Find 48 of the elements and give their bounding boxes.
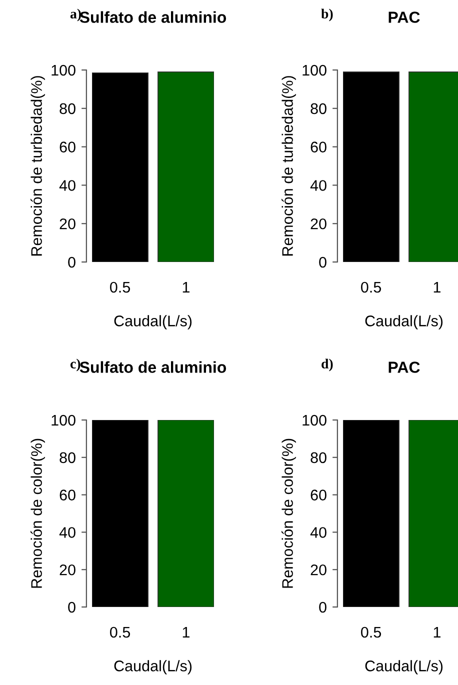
y-tick-label: 100 xyxy=(52,414,76,426)
y-tick-label: 0 xyxy=(68,602,76,613)
y-tick-label: 80 xyxy=(60,103,76,114)
y-axis-title: Remoción de turbiedad(%) xyxy=(30,76,45,256)
y-axis-title: Remoción de color(%) xyxy=(30,438,45,588)
x-tick-label: 0.5 xyxy=(110,282,130,293)
y-tick-label: 100 xyxy=(302,414,326,426)
x-tick-label: 1 xyxy=(182,627,190,638)
y-tick-label: 60 xyxy=(310,142,326,152)
y-tick-label: 40 xyxy=(310,180,326,191)
y-tick-label: 80 xyxy=(310,103,326,114)
text: d) xyxy=(322,358,333,372)
y-tick-label: 0 xyxy=(319,256,326,268)
y-tick-label: 80 xyxy=(310,452,326,464)
y-tick-label: 80 xyxy=(60,452,76,464)
y-axis-title: Remoción de color(%) xyxy=(282,438,296,588)
x-tick-label: 1 xyxy=(434,282,440,293)
x-axis-title: Caudal(L/s) xyxy=(114,660,192,674)
y-tick-label: 60 xyxy=(310,490,326,500)
x-tick-label: 0.5 xyxy=(361,626,382,638)
y-tick-label: 40 xyxy=(59,180,76,191)
x-axis-title: Caudal(L/s) xyxy=(365,315,443,330)
y-tick-label: 0 xyxy=(319,602,326,613)
x-tick-label: 1 xyxy=(182,282,190,293)
chart-title: PAC xyxy=(388,12,420,23)
y-tick-label: 20 xyxy=(60,218,76,230)
x-axis-title: Caudal(L/s) xyxy=(365,660,443,674)
y-tick-label: 100 xyxy=(302,64,326,76)
x-axis-title: Caudal(L/s) xyxy=(114,315,192,330)
y-tick-label: 100 xyxy=(52,64,76,76)
x-tick-label: 0.5 xyxy=(110,626,130,638)
chart-title: Sulfato de aluminio xyxy=(80,11,226,23)
text: b) xyxy=(321,8,333,22)
y-tick-label: 40 xyxy=(310,527,326,538)
y-tick-label: 20 xyxy=(310,218,326,230)
y-tick-label: 60 xyxy=(60,490,76,500)
text: a) xyxy=(70,8,81,22)
chart-title: Sulfato de aluminio xyxy=(80,361,226,373)
y-axis-title: Remoción de turbiedad(%) xyxy=(282,76,296,256)
chart-title: PAC xyxy=(388,362,420,373)
y-tick-label: 20 xyxy=(310,564,326,576)
y-tick-label: 20 xyxy=(60,564,76,576)
y-tick-label: 60 xyxy=(60,142,76,152)
x-tick-label: 0.5 xyxy=(361,282,382,293)
text: c) xyxy=(70,358,80,372)
y-tick-label: 40 xyxy=(59,527,76,538)
x-tick-label: 1 xyxy=(434,627,440,638)
y-tick-label: 0 xyxy=(68,256,76,268)
